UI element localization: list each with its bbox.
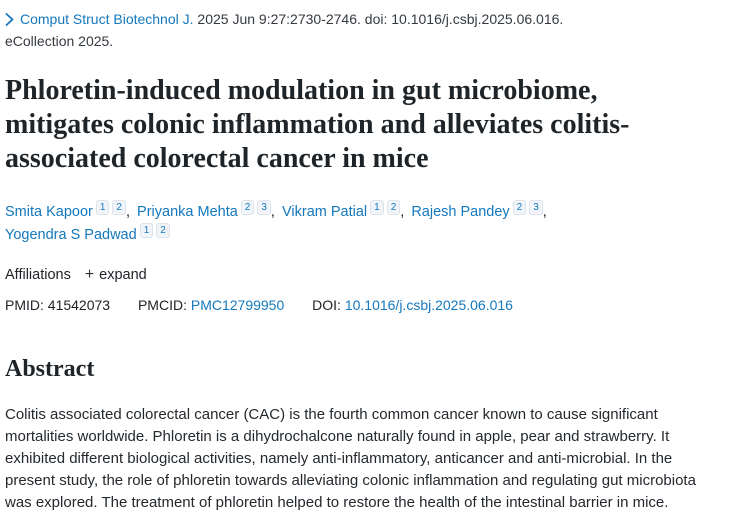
author-separator: ,	[542, 204, 547, 220]
author: Yogendra S Padwad 1 2	[5, 223, 170, 246]
identifiers-row: PMID: 41542073 PMCID: PMC12799950 DOI: 1…	[5, 294, 745, 316]
affiliation-number[interactable]: 2	[112, 200, 126, 215]
affiliation-number[interactable]: 1	[95, 200, 110, 215]
ecollection-text: eCollection 2025.	[5, 33, 114, 49]
plus-icon: +	[84, 266, 95, 283]
author-link[interactable]: Priyanka Mehta	[137, 204, 238, 220]
author-list: Smita Kapoor 1 2, Priyanka Mehta 2 3, Vikram…	[5, 200, 665, 246]
pmid-value: 41542073	[47, 297, 111, 313]
doi-label: DOI:	[312, 297, 341, 313]
affiliation-number[interactable]: 2	[156, 223, 170, 238]
affiliation-number[interactable]: 3	[257, 200, 271, 215]
author-link[interactable]: Smita Kapoor	[5, 204, 93, 220]
affiliation-number[interactable]: 2	[386, 200, 401, 215]
expand-affiliations-button[interactable]: + expand	[85, 266, 147, 284]
expand-label: expand	[99, 267, 147, 283]
pmid-item: PMID: 41542073	[5, 297, 110, 313]
page-title: Phloretin-induced modulation in gut micr…	[5, 75, 630, 174]
author: Smita Kapoor 1 2,	[5, 200, 130, 223]
journal-link[interactable]: Comput Struct Biotechnol J.	[20, 11, 194, 27]
affiliation-number[interactable]: 3	[529, 200, 543, 215]
author: Priyanka Mehta 2 3,	[137, 200, 275, 223]
citation-bar: Comput Struct Biotechnol J. 2025 Jun 9:2…	[5, 8, 745, 52]
affiliations-row: Affiliations + expand	[5, 264, 745, 286]
author-separator: ,	[400, 204, 405, 220]
affiliations-label: Affiliations	[5, 267, 71, 283]
author-link[interactable]: Yogendra S Padwad	[5, 227, 137, 243]
affiliation-number[interactable]: 1	[370, 200, 384, 215]
abstract-text: Colitis associated colorectal cancer (CA…	[5, 405, 696, 511]
author-link[interactable]: Rajesh Pandey	[411, 204, 510, 220]
author-separator: ,	[270, 204, 275, 220]
pmcid-link[interactable]: PMC12799950	[190, 297, 285, 313]
chevron-right-icon	[5, 12, 14, 27]
author-separator: ,	[125, 204, 131, 220]
doi-item: DOI: 10.1016/j.csbj.2025.06.016	[312, 297, 513, 313]
affiliation-number[interactable]: 2	[240, 200, 255, 215]
citation-details: 2025 Jun 9:27:2730-2746. doi: 10.1016/j.…	[197, 11, 564, 27]
pmcid-item: PMCID: PMC12799950	[138, 297, 284, 313]
abstract-heading: Abstract	[5, 356, 95, 382]
pmid-label: PMID:	[5, 297, 44, 313]
journal-toggle-button[interactable]	[5, 12, 14, 27]
author-link[interactable]: Vikram Patial	[281, 204, 368, 220]
pmcid-label: PMCID:	[137, 297, 187, 313]
doi-link[interactable]: 10.1016/j.csbj.2025.06.016	[344, 297, 513, 313]
author: Rajesh Pandey 2 3,	[411, 200, 547, 223]
author: Vikram Patial 1 2,	[282, 200, 404, 223]
affiliation-number[interactable]: 2	[512, 200, 527, 215]
affiliation-number[interactable]: 1	[139, 223, 154, 238]
